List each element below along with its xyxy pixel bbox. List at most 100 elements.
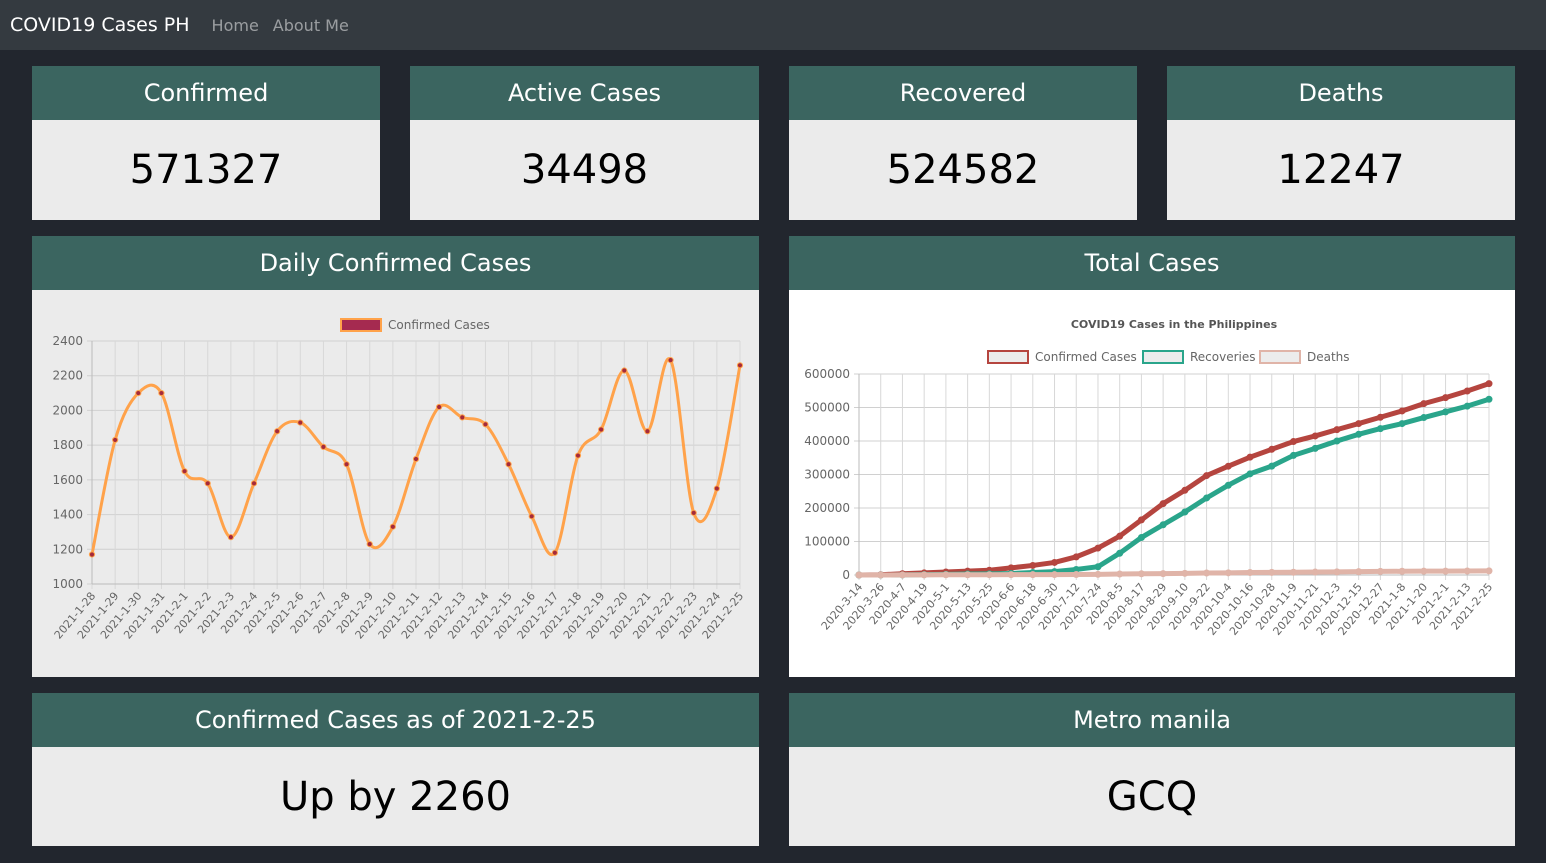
data-point (1376, 567, 1384, 575)
data-point (343, 461, 350, 468)
latest-confirmed-value: Up by 2260 (280, 773, 511, 820)
data-point (1029, 561, 1037, 569)
data-point (1485, 395, 1493, 403)
legend-swatch (1142, 350, 1184, 364)
data-point (877, 571, 885, 579)
data-point (667, 356, 674, 364)
data-point (250, 480, 258, 487)
data-point (528, 513, 535, 520)
data-point (1376, 425, 1384, 433)
legend-swatch (987, 350, 1029, 364)
legend-label: Confirmed Cases (1035, 350, 1137, 364)
card-header: Metro manila (789, 693, 1515, 747)
data-point (551, 549, 558, 556)
data-point (227, 534, 234, 541)
data-point (1203, 472, 1211, 480)
data-point (942, 571, 950, 579)
total-cases-chart: COVID19 Cases in the Philippines Confirme… (804, 318, 1495, 638)
y-tick-label: 1200 (52, 542, 83, 556)
navbar: COVID19 Cases PH Home About Me (0, 0, 1546, 50)
data-point (1137, 516, 1145, 524)
legend-label: Deaths (1307, 350, 1350, 364)
data-point (1463, 567, 1471, 575)
data-point (274, 428, 281, 435)
data-point (1485, 380, 1493, 388)
legend-label: Confirmed Cases (388, 318, 490, 332)
data-point (158, 389, 165, 397)
data-point (1051, 558, 1059, 566)
data-point (1398, 567, 1406, 575)
nav-link-home[interactable]: Home (211, 15, 259, 35)
data-point (1355, 430, 1363, 438)
data-point (320, 443, 327, 450)
data-point (1072, 571, 1080, 579)
data-point (1376, 413, 1384, 421)
data-point (1159, 521, 1167, 529)
data-point (1137, 570, 1145, 578)
y-tick-label: 2000 (52, 403, 83, 417)
data-point (412, 455, 420, 463)
data-point (1246, 453, 1254, 461)
data-point (1333, 437, 1341, 445)
y-tick-label: 100000 (804, 535, 850, 549)
card-header: Total Cases (789, 236, 1515, 290)
card-header: Deaths (1167, 66, 1515, 120)
data-point (1355, 568, 1363, 576)
data-point (1311, 568, 1319, 576)
data-point (1420, 567, 1428, 575)
data-point (598, 426, 605, 433)
data-point (1311, 444, 1319, 452)
y-tick-label: 1400 (52, 508, 83, 522)
y-tick-label: 500000 (804, 401, 850, 415)
data-point (1268, 445, 1276, 453)
data-point (1442, 567, 1450, 575)
data-point (964, 571, 972, 579)
data-point (1051, 571, 1059, 579)
y-tick-label: 300000 (804, 468, 850, 482)
data-point (181, 468, 188, 475)
data-point (1289, 568, 1297, 576)
data-point (88, 551, 96, 558)
stat-card-recovered: Recovered 524582 (789, 66, 1137, 220)
y-tick-label: 1000 (52, 577, 83, 591)
data-point (1159, 570, 1167, 578)
data-point (920, 571, 928, 579)
total-cases-card: Total Cases COVID19 Cases in the Philipp… (789, 236, 1515, 677)
data-point (1181, 569, 1189, 577)
data-point (898, 571, 906, 579)
data-point (574, 452, 582, 459)
data-point (1181, 486, 1189, 494)
data-point (1355, 420, 1363, 428)
data-point (1159, 500, 1167, 508)
data-point (1007, 564, 1015, 572)
data-point (112, 436, 119, 444)
data-point (1224, 481, 1232, 489)
data-point (1463, 387, 1471, 395)
data-point (1420, 400, 1428, 408)
stat-value: 12247 (1277, 147, 1405, 193)
brand[interactable]: COVID19 Cases PH (10, 14, 190, 36)
y-tick-label: 400000 (804, 434, 850, 448)
daily-cases-card: Daily Confirmed Cases Confirmed Cases 100… (32, 236, 759, 677)
data-point (436, 403, 443, 411)
data-point (1268, 568, 1276, 576)
data-point (713, 485, 720, 492)
stat-value: 571327 (129, 147, 283, 193)
data-point (505, 461, 512, 468)
series-line (858, 381, 1490, 578)
data-point (985, 571, 993, 579)
data-point (855, 571, 863, 579)
series-line (858, 396, 1490, 578)
card-header: Confirmed Cases as of 2021-2-25 (32, 693, 759, 747)
data-point (1268, 462, 1276, 470)
y-tick-label: 1800 (52, 438, 83, 452)
data-point (1072, 553, 1080, 561)
data-point (1203, 569, 1211, 577)
y-tick-label: 200000 (804, 501, 850, 515)
data-point (204, 480, 211, 487)
y-tick-label: 1600 (52, 473, 83, 487)
data-point (644, 428, 651, 435)
data-point (1398, 420, 1406, 428)
y-tick-label: 0 (842, 568, 850, 582)
nav-link-about[interactable]: About Me (272, 15, 349, 35)
